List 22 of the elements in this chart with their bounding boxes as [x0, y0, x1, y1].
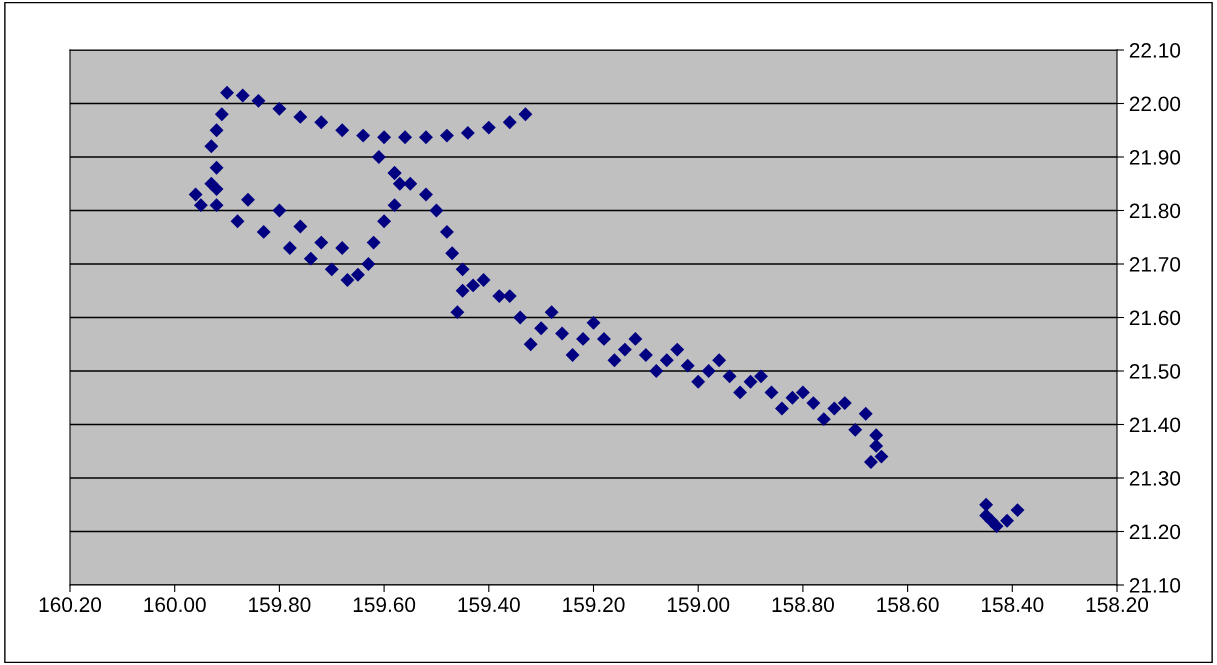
x-tick-label: 160.20: [39, 597, 102, 613]
y-tick-label: 21.40: [1129, 417, 1181, 433]
x-tick-label: 159.80: [249, 597, 311, 613]
x-tick-label: 158.80: [772, 597, 834, 613]
y-tick-label: 21.20: [1129, 524, 1181, 540]
x-tick-label: 159.00: [667, 597, 730, 613]
x-tick-label: 160.00: [144, 597, 206, 613]
x-tick-label: 159.60: [353, 597, 416, 613]
y-tick-label: 22.00: [1129, 96, 1181, 112]
y-tick-label: 21.60: [1129, 310, 1181, 326]
y-tick-label: 21.10: [1129, 578, 1181, 593]
y-tick-label: 21.80: [1129, 203, 1181, 219]
y-tick-label: 22.10: [1129, 43, 1181, 58]
x-tick-label: 159.20: [563, 597, 625, 613]
x-tick-label: 159.40: [458, 597, 520, 613]
x-tick-label: 158.20: [1086, 597, 1149, 613]
y-tick-label: 21.90: [1129, 150, 1181, 165]
y-tick-label: 21.70: [1129, 257, 1181, 272]
y-tick-label: 21.30: [1129, 471, 1181, 486]
y-tick-label: 21.50: [1129, 364, 1181, 379]
x-tick-label: 158.60: [877, 597, 939, 613]
x-tick-label: 158.40: [982, 597, 1044, 613]
